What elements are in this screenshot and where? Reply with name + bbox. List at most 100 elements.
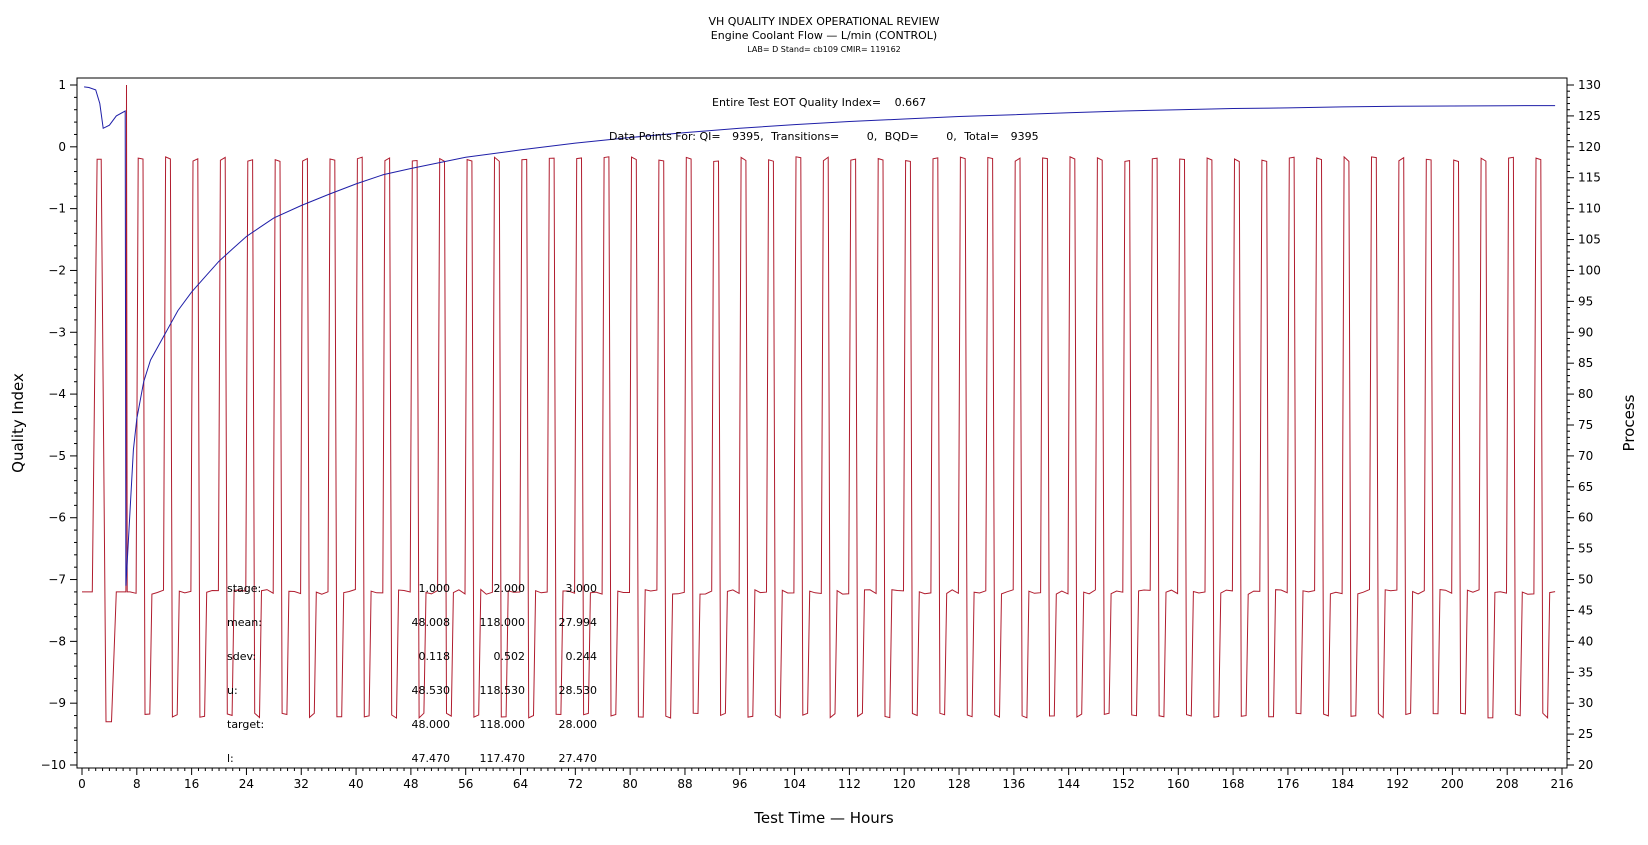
y-axis-ticks: 1 0 −1 −2 −3 −4 −5 −6 −7 −8 −9 −10	[41, 78, 77, 772]
eot-qi-value: 0.667	[895, 96, 927, 109]
y2-tick-label: 120	[1578, 140, 1601, 154]
bqd-value: 0	[946, 130, 953, 143]
x-tick-label: 96	[732, 777, 747, 791]
y2-tick-label: 130	[1578, 78, 1601, 92]
y2-tick-label: 40	[1578, 634, 1593, 648]
y2-tick-label: 90	[1578, 325, 1593, 339]
x-tick-label: 176	[1276, 777, 1299, 791]
y2-tick-label: 55	[1578, 542, 1593, 556]
x-tick-label: 40	[348, 777, 363, 791]
stats-cell: 1.000	[419, 582, 451, 595]
x-tick-label: 128	[948, 777, 971, 791]
stats-cell: 118.530	[480, 684, 526, 697]
x-tick-label: 200	[1441, 777, 1464, 791]
y2-tick-label: 35	[1578, 665, 1593, 679]
x-tick-label: 216	[1551, 777, 1574, 791]
quality-index-series-line	[84, 86, 1556, 586]
x-tick-label: 64	[513, 777, 528, 791]
stats-table: stage: 1.000 2.000 3.000 mean: 48.008 118.000 2…	[227, 582, 597, 765]
x-tick-label: 152	[1112, 777, 1135, 791]
y-tick-label: −7	[48, 573, 66, 587]
x-tick-label: 184	[1331, 777, 1354, 791]
x-tick-label: 104	[783, 777, 806, 791]
stats-cell: 118.000	[480, 718, 526, 731]
y2-tick-label: 30	[1578, 696, 1593, 710]
x-tick-label: 208	[1496, 777, 1519, 791]
stats-cell: 48.008	[412, 616, 451, 629]
data-points-label: Data Points For: QI=	[609, 130, 721, 143]
y-tick-label: −4	[48, 387, 66, 401]
x-tick-label: 56	[458, 777, 473, 791]
y2-tick-label: 110	[1578, 202, 1601, 216]
stats-cell: 0.118	[419, 650, 451, 663]
x-axis-ticks: 0 8 16 24 32 40 48 56 64 72 80 88 96 104 112 120 128 136 1…	[78, 768, 1573, 791]
stats-row-label: sdev:	[227, 650, 256, 663]
y-axis-label: Quality Index	[9, 373, 27, 473]
transitions-value: 0	[867, 130, 874, 143]
y-tick-label: −5	[48, 449, 66, 463]
process-series-line	[82, 84, 1556, 723]
y2-tick-label: 100	[1578, 263, 1601, 277]
y-tick-label: −9	[48, 696, 66, 710]
x-tick-label: 24	[239, 777, 254, 791]
x-tick-label: 16	[184, 777, 199, 791]
y2-axis-ticks: 130 125 120 115 110 105 100 95 90 85 80 75 70 65 60 55 5…	[1567, 78, 1601, 772]
stats-row-label: target:	[227, 718, 264, 731]
y-tick-label: −3	[48, 325, 66, 339]
chart-subtitle: Engine Coolant Flow — L/min (CONTROL)	[711, 29, 937, 42]
stats-cell: 118.000	[480, 616, 526, 629]
x-tick-label: 168	[1222, 777, 1245, 791]
stats-cell: 0.244	[566, 650, 598, 663]
stats-cell: 28.530	[559, 684, 598, 697]
x-axis-label: Test Time — Hours	[753, 809, 894, 827]
total-value: 9395	[1011, 130, 1039, 143]
stats-row-label: l:	[227, 752, 234, 765]
eot-qi-annotation: Entire Test EOT Quality Index= 0.667	[712, 96, 926, 109]
x-tick-label: 144	[1057, 777, 1080, 791]
y2-tick-label: 50	[1578, 573, 1593, 587]
x-tick-label: 0	[78, 777, 86, 791]
y-tick-label: −8	[48, 634, 66, 648]
stats-cell: 27.470	[559, 752, 598, 765]
y-tick-label: 0	[58, 140, 66, 154]
stats-cell: 0.502	[494, 650, 526, 663]
x-tick-label: 80	[623, 777, 638, 791]
stats-cell: 3.000	[566, 582, 598, 595]
stats-row-label: stage:	[227, 582, 261, 595]
y2-tick-label: 125	[1578, 109, 1601, 123]
y2-tick-label: 45	[1578, 603, 1593, 617]
y2-tick-label: 60	[1578, 511, 1593, 525]
y2-tick-label: 70	[1578, 449, 1593, 463]
y2-tick-label: 105	[1578, 233, 1601, 247]
x-tick-label: 32	[294, 777, 309, 791]
x-tick-label: 160	[1167, 777, 1190, 791]
stats-cell: 47.470	[412, 752, 451, 765]
qi-points-value: 9395	[732, 130, 760, 143]
stats-row-label: mean:	[227, 616, 262, 629]
y-tick-label: −10	[41, 758, 66, 772]
x-tick-label: 48	[403, 777, 418, 791]
y2-tick-label: 85	[1578, 356, 1593, 370]
x-tick-label: 72	[568, 777, 583, 791]
x-tick-label: 120	[893, 777, 916, 791]
y-tick-label: −1	[48, 202, 66, 216]
transitions-label: Transitions=	[770, 130, 839, 143]
y-tick-label: −6	[48, 511, 66, 525]
y2-tick-label: 65	[1578, 480, 1593, 494]
data-points-annotation: Data Points For: QI= 9395, Transitions= …	[609, 130, 1039, 143]
stats-cell: 28.000	[559, 718, 598, 731]
x-tick-label: 136	[1002, 777, 1025, 791]
y2-tick-label: 25	[1578, 727, 1593, 741]
y2-axis-label: Process	[1620, 394, 1638, 451]
total-label: Total=	[963, 130, 999, 143]
x-tick-label: 112	[838, 777, 861, 791]
x-tick-label: 192	[1386, 777, 1409, 791]
y2-tick-label: 20	[1578, 758, 1593, 772]
chart-title: VH QUALITY INDEX OPERATIONAL REVIEW	[708, 15, 939, 28]
y2-tick-label: 75	[1578, 418, 1593, 432]
stats-row-label: u:	[227, 684, 238, 697]
stats-cell: 117.470	[480, 752, 526, 765]
y-tick-label: −2	[48, 263, 66, 277]
stats-cell: 2.000	[494, 582, 526, 595]
